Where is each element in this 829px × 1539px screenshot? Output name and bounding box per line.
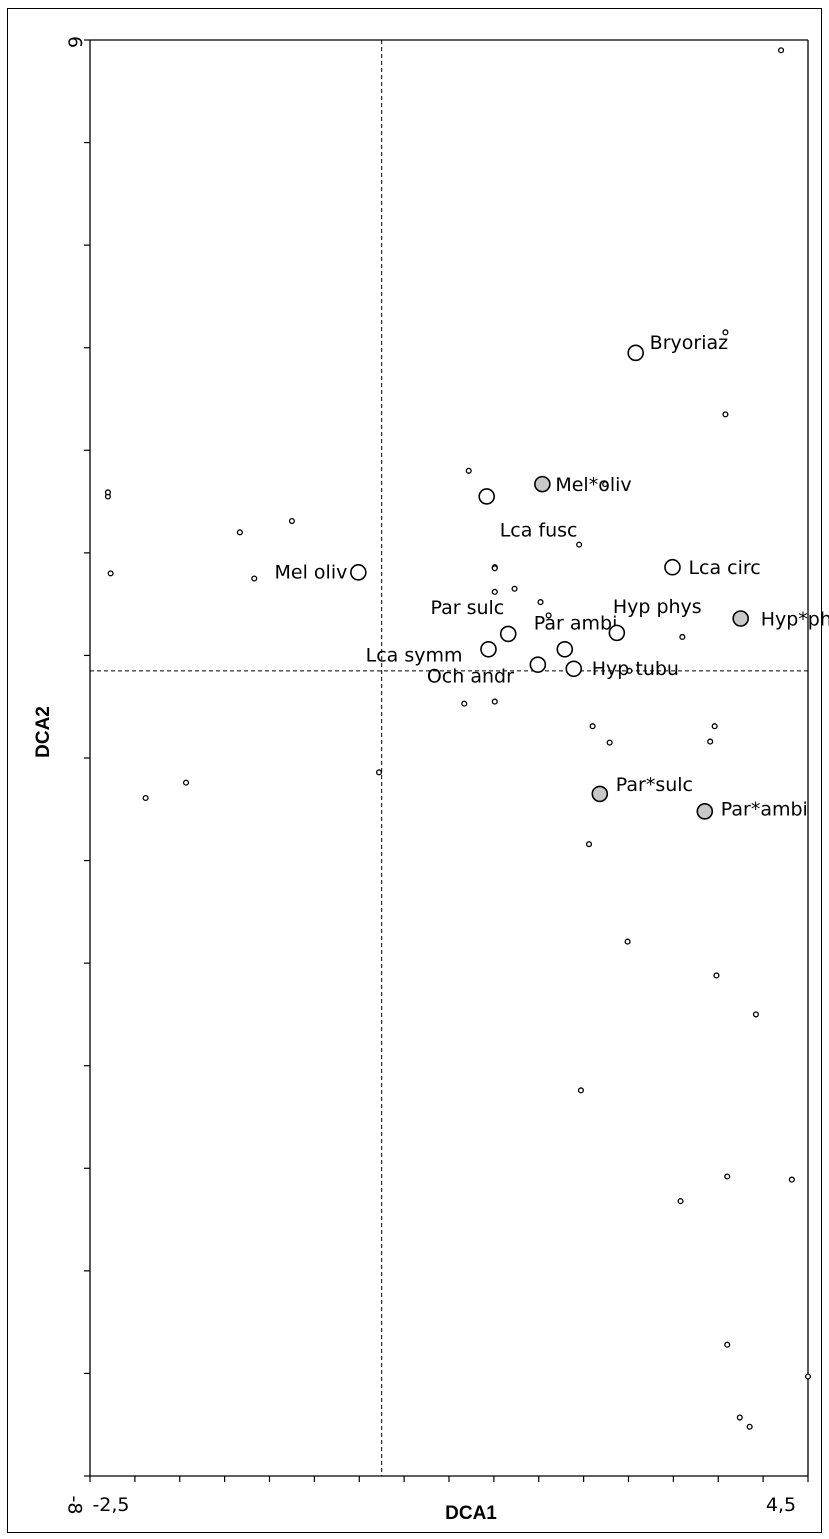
labeled-point	[591, 785, 609, 803]
point-label: Lca symm	[366, 644, 463, 666]
minor-point	[585, 841, 593, 848]
point-label: Par*ambi	[721, 798, 808, 820]
point-label: Lca fusc	[500, 519, 578, 541]
labeled-points: Bryoriaz Mel*oliv Lca fusc Mel oliv Lca circ…	[275, 332, 829, 820]
minor-point	[491, 698, 498, 705]
point-label: Och andr	[427, 666, 514, 688]
point-label: Par*sulc	[616, 774, 693, 796]
x-axis-title: DCA1	[445, 1503, 497, 1524]
minor-point	[537, 599, 544, 606]
labeled-point	[480, 640, 497, 658]
labeled-point	[664, 558, 681, 576]
labeled-point	[529, 656, 547, 673]
labeled-point	[627, 344, 644, 362]
minor-point	[375, 769, 383, 776]
chart-frame	[7, 8, 822, 1533]
labeled-point	[499, 625, 517, 643]
minor-point	[724, 1341, 731, 1348]
minor-point	[577, 1087, 584, 1094]
minor-point	[778, 47, 785, 54]
y-tick-top: 6	[64, 36, 86, 48]
minor-point	[251, 575, 258, 582]
y-axis-title: DCA2	[33, 706, 54, 758]
minor-point	[491, 588, 498, 595]
y-tick-bottom: -8	[64, 1496, 86, 1515]
minor-point	[545, 612, 552, 619]
labeled-point	[565, 660, 583, 678]
point-label: Par sulc	[430, 597, 504, 619]
axes	[84, 39, 809, 1482]
minor-point	[711, 723, 718, 730]
point-label: Hyp*phys	[761, 609, 829, 631]
minor-point	[804, 1373, 812, 1380]
minor-point	[465, 467, 472, 474]
minor-point	[511, 585, 518, 592]
minor-point	[788, 1176, 795, 1183]
minor-point	[626, 667, 633, 674]
minor-point	[602, 481, 609, 488]
minor-point	[182, 779, 190, 786]
minor-point	[606, 739, 613, 746]
point-label: Par ambi	[534, 612, 618, 634]
minor-point	[589, 723, 596, 730]
labeled-point	[696, 803, 714, 820]
minor-point	[576, 541, 583, 548]
labeled-point	[608, 624, 626, 642]
point-label: Hyp phys	[613, 596, 702, 618]
minor-point	[461, 700, 468, 707]
labeled-point	[534, 475, 551, 493]
minor-points	[104, 47, 812, 1430]
x-tick-right: 4,5	[766, 1494, 796, 1516]
point-label: Mel*oliv	[555, 474, 631, 496]
minor-point	[724, 1173, 731, 1180]
minor-point	[752, 1011, 759, 1018]
minor-point	[142, 794, 149, 802]
minor-point	[722, 329, 729, 336]
labeled-point	[556, 640, 574, 658]
minor-point	[288, 518, 295, 525]
point-label: Mel oliv	[275, 561, 348, 583]
labeled-point	[732, 610, 749, 627]
minor-point	[722, 411, 729, 418]
point-label: Lca circ	[688, 557, 760, 579]
minor-point	[707, 738, 714, 745]
x-tick-left: -2,5	[92, 1494, 129, 1516]
labeled-point	[478, 488, 495, 505]
minor-point	[491, 565, 498, 572]
minor-point	[736, 1414, 743, 1421]
minor-point	[746, 1423, 753, 1430]
minor-point	[677, 1198, 684, 1205]
labeled-point	[350, 564, 367, 581]
point-label: Bryoriaz	[650, 332, 728, 354]
point-label: Hyp tubu	[592, 658, 679, 680]
minor-point	[624, 938, 631, 945]
reference-lines	[90, 40, 808, 1476]
minor-point	[104, 489, 111, 496]
minor-point	[236, 529, 243, 536]
minor-point	[107, 570, 114, 577]
minor-point	[679, 633, 686, 641]
minor-point	[713, 972, 720, 979]
